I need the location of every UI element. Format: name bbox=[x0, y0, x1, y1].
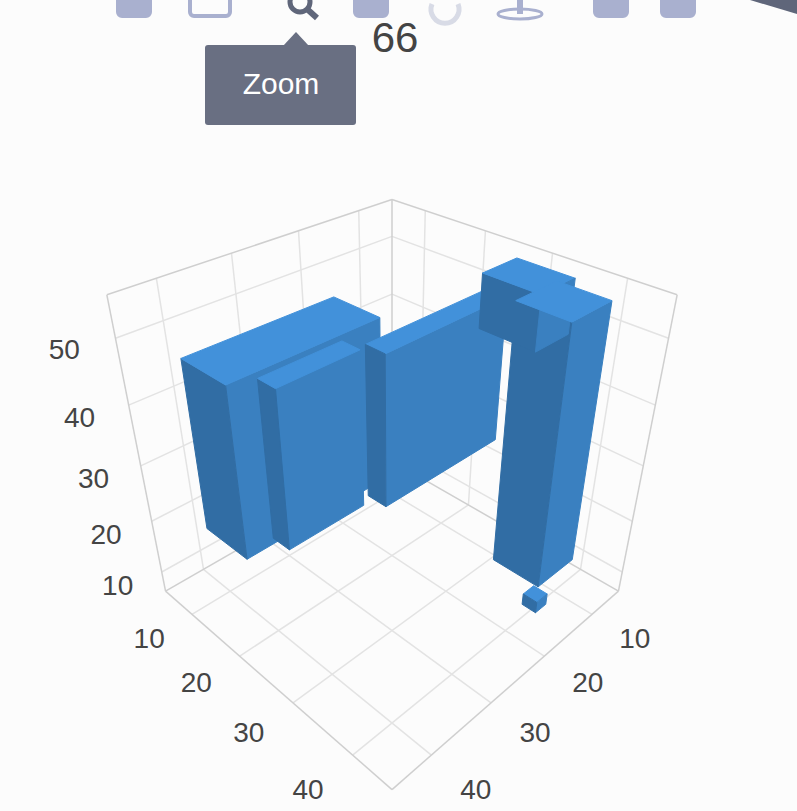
toolbar-button[interactable] bbox=[190, 0, 230, 16]
toolbar-icon[interactable] bbox=[750, 0, 797, 14]
voxel-front bbox=[257, 378, 289, 549]
axis-line bbox=[107, 199, 392, 294]
zoom-icon-handle[interactable] bbox=[307, 9, 317, 18]
voxel-top bbox=[257, 341, 360, 389]
toolbar-icon[interactable] bbox=[118, 0, 150, 16]
toolbar bbox=[118, 0, 797, 23]
voxel-top bbox=[516, 281, 612, 322]
tick-label: 40 bbox=[293, 774, 324, 805]
tick-label: 50 bbox=[49, 334, 80, 365]
grid-line bbox=[203, 569, 431, 755]
toolbar-icon[interactable] bbox=[595, 0, 627, 16]
axis-line bbox=[392, 591, 618, 789]
voxel-front bbox=[522, 594, 537, 613]
toolbar-button[interactable] bbox=[662, 0, 694, 16]
tick-label: 10 bbox=[134, 623, 165, 654]
title: 66 bbox=[372, 14, 419, 61]
tooltip: Zoom bbox=[205, 32, 356, 125]
axis-line bbox=[618, 295, 677, 591]
tooltip-box bbox=[205, 45, 356, 125]
plot-area bbox=[181, 258, 612, 613]
tick-label: 40 bbox=[460, 774, 491, 805]
tooltip-pointer bbox=[283, 32, 309, 46]
tick-label: 10 bbox=[619, 623, 650, 654]
rotate-icon[interactable] bbox=[431, 4, 459, 23]
tick-label: 30 bbox=[233, 717, 264, 748]
tick-label: 20 bbox=[91, 519, 122, 550]
voxel-front bbox=[181, 358, 247, 559]
toolbar-button[interactable] bbox=[595, 0, 627, 16]
tick-label: 40 bbox=[64, 402, 95, 433]
chart: 66 10 20 30 40 10 20 30 40 10 20 30 40 50 Zoom bbox=[0, 0, 797, 811]
toolbar-button[interactable] bbox=[118, 0, 150, 16]
toolbar-icon[interactable] bbox=[190, 0, 230, 16]
tick-label: 30 bbox=[78, 463, 109, 494]
voxel-side bbox=[535, 594, 547, 613]
axis-line bbox=[392, 199, 677, 294]
voxel-front bbox=[365, 344, 386, 506]
grid-line bbox=[262, 536, 491, 703]
turntable-icon[interactable] bbox=[517, 0, 523, 14]
axis-line bbox=[166, 591, 392, 789]
tick-label: 10 bbox=[102, 570, 133, 601]
tick-label: 20 bbox=[181, 667, 212, 698]
toolbar-button[interactable] bbox=[498, 0, 542, 19]
grid-line bbox=[353, 569, 581, 755]
tooltip-text: Zoom bbox=[243, 67, 320, 100]
toolbar-button[interactable] bbox=[431, 4, 459, 23]
grid bbox=[107, 199, 677, 789]
tick-label: 20 bbox=[572, 667, 603, 698]
tick-label: 30 bbox=[520, 717, 551, 748]
toolbar-button[interactable] bbox=[290, 0, 317, 18]
toolbar-icon[interactable] bbox=[662, 0, 694, 16]
